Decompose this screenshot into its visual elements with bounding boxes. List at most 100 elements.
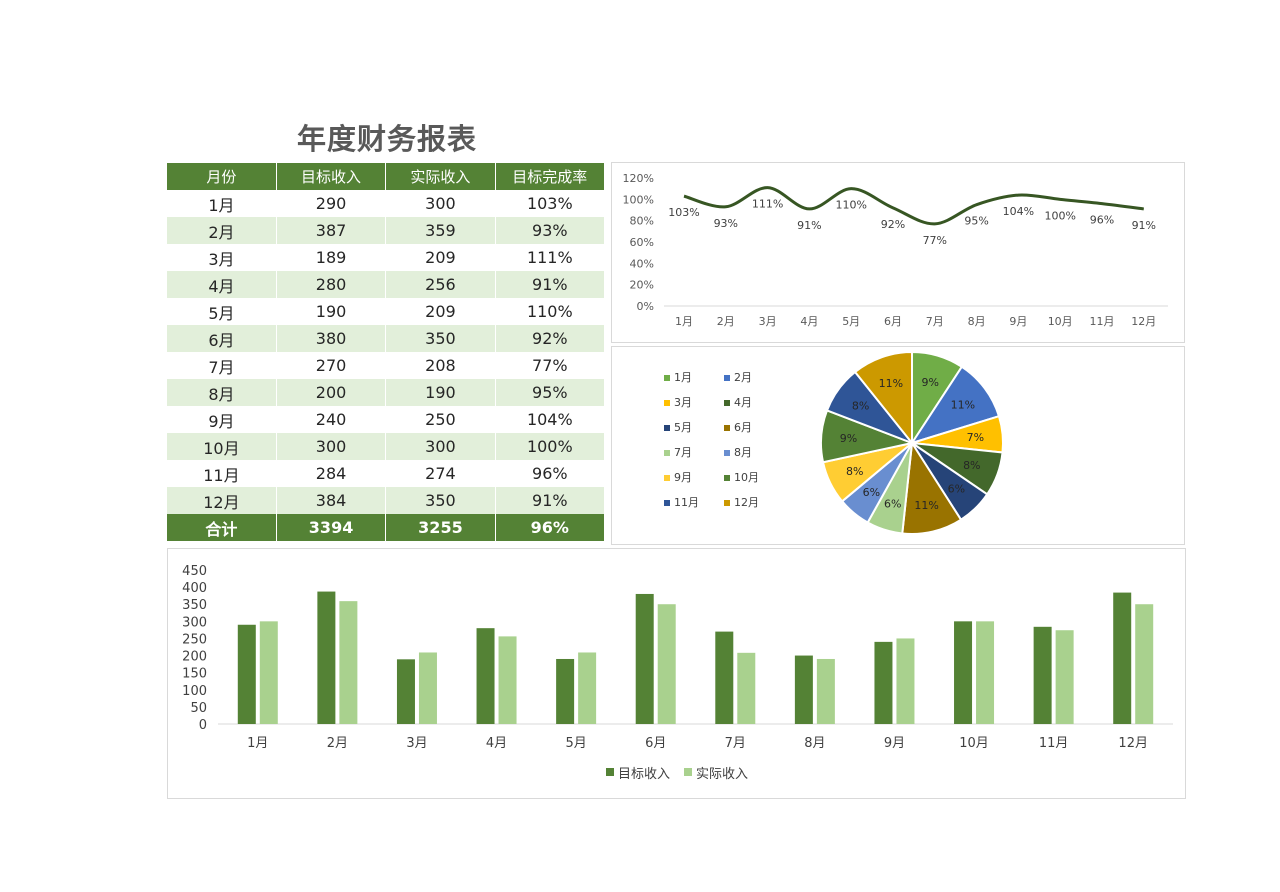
target-cell: 300: [276, 433, 387, 460]
y-tick-label: 50: [190, 701, 207, 716]
month-cell: 12月: [167, 487, 277, 514]
x-tick-label: 11月: [1039, 736, 1069, 751]
actual-cell: 256: [385, 271, 496, 298]
x-tick-label: 4月: [800, 315, 818, 328]
actual-cell: 359: [385, 217, 496, 244]
rate-cell: 91%: [495, 487, 606, 514]
x-tick-label: 12月: [1118, 736, 1148, 751]
line-data-label: 77%: [923, 234, 947, 247]
target-bar: [556, 658, 575, 724]
header-target: 目标收入: [276, 163, 387, 190]
x-tick-label: 8月: [968, 315, 986, 328]
y-tick-label: 200: [182, 650, 207, 665]
month-cell: 3月: [167, 244, 277, 271]
month-cell: 8月: [167, 379, 277, 406]
month-cell: 2月: [167, 217, 277, 244]
table-row: 2月 387 359 93%: [167, 217, 606, 244]
rate-cell: 96%: [495, 460, 606, 487]
legend-label: 10月: [734, 471, 759, 484]
target-cell: 189: [276, 244, 387, 271]
pie-data-label: 7%: [967, 431, 984, 444]
rate-cell: 93%: [495, 217, 606, 244]
legend-swatch: [664, 500, 670, 506]
legend-label: 实际收入: [696, 767, 748, 782]
line-data-label: 111%: [752, 198, 783, 211]
bar-chart-panel: 0 50 100 150 200 250 300 350 400 450 1月 2月 3月 4月 5月 6月 7…: [167, 548, 1186, 799]
rate-cell: 110%: [495, 298, 606, 325]
legend-swatch: [724, 475, 730, 481]
completion-rate-line-chart: 0% 20% 40% 60% 80% 100% 120% 103% 1月 93% 2月 111% 3月 9…: [623, 172, 1168, 328]
rate-cell: 103%: [495, 190, 606, 217]
target-cell: 384: [276, 487, 387, 514]
table-row: 10月 300 300 100%: [167, 433, 606, 460]
x-tick-label: 6月: [884, 315, 902, 328]
actual-cell: 209: [385, 244, 496, 271]
table-total-row: 合计 3394 3255 96%: [167, 514, 606, 541]
target-bar: [1033, 626, 1052, 724]
target-bar: [794, 655, 813, 724]
legend-swatch: [724, 400, 730, 406]
rate-cell: 95%: [495, 379, 606, 406]
x-tick-label: 3月: [759, 315, 777, 328]
table-body: 1月 290 300 103% 2月 387 359 93% 3月 189 209 111% 4月 280…: [167, 190, 606, 514]
actual-bar: [339, 601, 358, 724]
rate-cell: 104%: [495, 406, 606, 433]
target-cell: 290: [276, 190, 387, 217]
actual-bar: [578, 652, 597, 724]
actual-cell: 350: [385, 487, 496, 514]
line-data-label: 91%: [1132, 219, 1156, 232]
page-title: 年度财务报表: [297, 122, 478, 156]
legend-label: 1月: [674, 371, 692, 384]
pie-data-label: 8%: [846, 465, 863, 478]
actual-cell: 300: [385, 433, 496, 460]
rate-cell: 92%: [495, 325, 606, 352]
legend-swatch: [724, 500, 730, 506]
legend-swatch: [664, 375, 670, 381]
x-tick-label: 7月: [725, 736, 746, 751]
line-data-label: 95%: [964, 215, 988, 228]
income-bar-chart: 0 50 100 150 200 250 300 350 400 450 1月 2月 3月 4月 5月 6月 7…: [182, 564, 1173, 782]
x-tick-label: 2月: [717, 315, 735, 328]
y-tick-label: 20%: [630, 279, 654, 292]
table-row: 6月 380 350 92%: [167, 325, 606, 352]
x-tick-label: 3月: [406, 736, 427, 751]
target-bar: [874, 641, 893, 724]
actual-cell: 250: [385, 406, 496, 433]
legend-swatch: [724, 425, 730, 431]
actual-bar: [976, 621, 995, 724]
y-tick-label: 80%: [630, 215, 654, 228]
legend-swatch: [664, 425, 670, 431]
y-tick-label: 100: [182, 684, 207, 699]
x-tick-label: 8月: [804, 736, 825, 751]
actual-cell: 300: [385, 190, 496, 217]
rate-cell: 91%: [495, 271, 606, 298]
x-tick-label: 9月: [884, 736, 905, 751]
legend-label: 5月: [674, 421, 692, 434]
rate-cell: 100%: [495, 433, 606, 460]
finance-table: 月份 目标收入 实际收入 目标完成率 1月 290 300 103% 2月 387 359 9…: [167, 163, 606, 541]
target-bar: [237, 624, 256, 724]
actual-bar: [657, 604, 676, 724]
table-row: 9月 240 250 104%: [167, 406, 606, 433]
month-cell: 1月: [167, 190, 277, 217]
total-label: 合计: [167, 514, 277, 541]
target-cell: 270: [276, 352, 387, 379]
legend-label: 9月: [674, 471, 692, 484]
table-row: 3月 189 209 111%: [167, 244, 606, 271]
target-bar: [954, 621, 973, 724]
pie-data-label: 11%: [879, 377, 903, 390]
target-cell: 190: [276, 298, 387, 325]
y-tick-label: 60%: [630, 236, 654, 249]
line-data-label: 100%: [1044, 209, 1075, 222]
pie-data-label: 8%: [852, 399, 869, 412]
month-cell: 6月: [167, 325, 277, 352]
y-tick-label: 100%: [623, 193, 654, 206]
x-tick-label: 12月: [1131, 315, 1156, 328]
line-data-label: 93%: [714, 217, 738, 230]
x-tick-label: 6月: [645, 736, 666, 751]
y-tick-label: 120%: [623, 172, 654, 185]
x-tick-label: 5月: [842, 315, 860, 328]
pie-data-label: 8%: [963, 459, 980, 472]
y-tick-label: 300: [182, 615, 207, 630]
legend-label: 8月: [734, 446, 752, 459]
